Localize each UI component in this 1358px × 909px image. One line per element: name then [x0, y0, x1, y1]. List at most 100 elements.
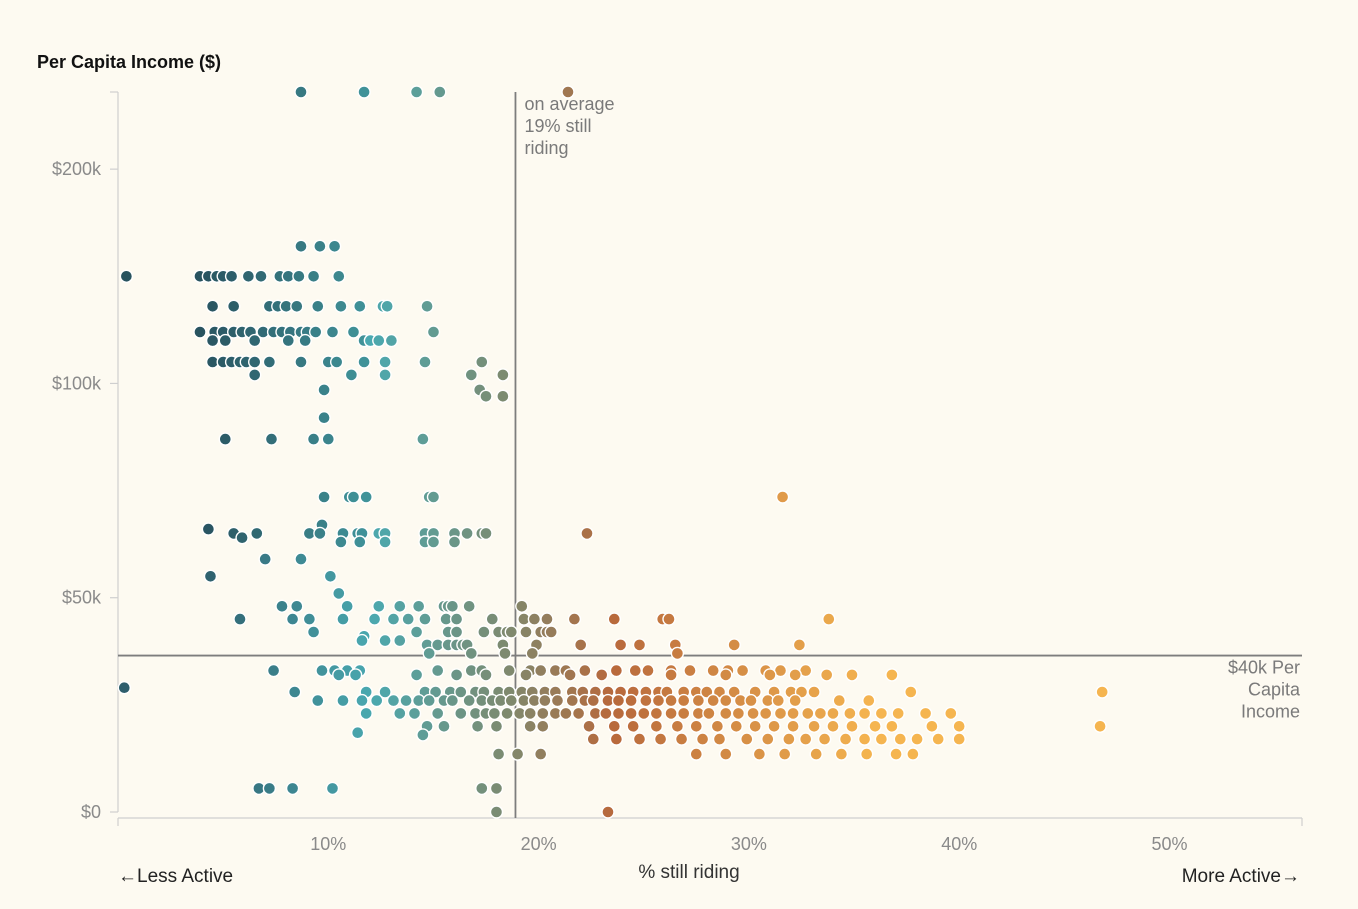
data-point [218, 333, 233, 348]
data-points [117, 85, 1109, 819]
data-point [193, 325, 207, 339]
data-point [359, 706, 373, 721]
data-point [309, 325, 323, 339]
data-point [431, 663, 445, 678]
data-point [729, 719, 743, 733]
data-point [653, 732, 668, 746]
data-point [691, 693, 706, 708]
data-point [786, 706, 800, 721]
data-point [719, 706, 733, 721]
data-point [534, 747, 548, 761]
data-point [843, 706, 857, 721]
data-point [393, 633, 407, 648]
data-point [559, 706, 573, 721]
data-point [422, 646, 436, 661]
data-point [826, 719, 840, 733]
data-point [247, 368, 262, 382]
data-point [426, 490, 441, 504]
data-point [706, 693, 720, 708]
income-threshold-label: Capita [1248, 680, 1301, 700]
data-point [510, 747, 525, 761]
data-point [504, 693, 518, 708]
y-tick-label: $200k [52, 159, 102, 179]
data-point [306, 432, 321, 446]
data-point [241, 269, 256, 283]
data-point [931, 732, 945, 746]
data-point [771, 693, 785, 708]
data-point [445, 599, 460, 613]
data-point [525, 646, 539, 661]
y-axis-title: Per Capita Income ($) [37, 52, 221, 72]
data-point [370, 693, 384, 708]
average-riding-label: riding [524, 138, 568, 158]
data-point [311, 693, 325, 708]
data-point [874, 706, 889, 721]
data-point [637, 706, 651, 721]
data-point [748, 719, 762, 733]
data-point [119, 269, 134, 283]
data-point [275, 599, 289, 613]
data-point [332, 586, 346, 601]
data-point [893, 732, 907, 746]
data-point [857, 732, 872, 746]
data-point [235, 531, 249, 545]
data-point [357, 355, 371, 369]
data-point [544, 625, 558, 639]
data-point [706, 663, 720, 678]
data-point [695, 732, 710, 746]
data-point [357, 85, 371, 99]
data-point [889, 747, 903, 761]
data-point [233, 612, 247, 626]
data-point [346, 490, 361, 504]
x-tick-label: 20% [521, 834, 557, 854]
data-point [952, 719, 966, 733]
data-point [611, 706, 626, 721]
data-point [515, 599, 529, 613]
data-point [378, 685, 392, 699]
data-point [418, 612, 432, 626]
data-point [409, 625, 424, 639]
data-point [782, 732, 796, 746]
data-point [1093, 719, 1107, 733]
data-point [407, 706, 422, 721]
income-threshold-label: $40k Per [1228, 658, 1300, 678]
data-point [809, 747, 823, 761]
data-point [359, 490, 373, 504]
data-point [378, 633, 392, 648]
data-point [330, 355, 344, 369]
data-point [677, 706, 691, 721]
data-point [367, 612, 382, 626]
data-point [317, 411, 331, 425]
data-point [664, 693, 678, 708]
data-point [205, 299, 220, 313]
data-point [567, 612, 582, 626]
y-tick-label: $100k [52, 373, 102, 393]
data-point [628, 663, 642, 678]
data-point [662, 612, 676, 626]
data-point [311, 299, 325, 313]
data-point [500, 706, 514, 721]
data-point [710, 719, 725, 733]
data-point [317, 490, 331, 504]
data-point [868, 719, 882, 733]
data-point [504, 625, 518, 639]
data-point [418, 355, 432, 369]
data-point [719, 747, 733, 761]
data-point [611, 693, 626, 708]
data-point [727, 638, 741, 652]
data-point [489, 781, 504, 796]
data-point [447, 535, 462, 549]
data-point [822, 612, 836, 626]
income-threshold-label: Income [1241, 702, 1300, 722]
data-point [683, 663, 697, 678]
data-point [332, 269, 346, 283]
data-point [586, 732, 600, 746]
data-point [580, 526, 594, 541]
data-point [351, 726, 365, 740]
data-point [540, 612, 554, 626]
data-point [735, 663, 750, 678]
data-point [336, 693, 350, 708]
data-point [327, 239, 342, 254]
data-point [372, 333, 386, 348]
data-point [294, 355, 308, 369]
